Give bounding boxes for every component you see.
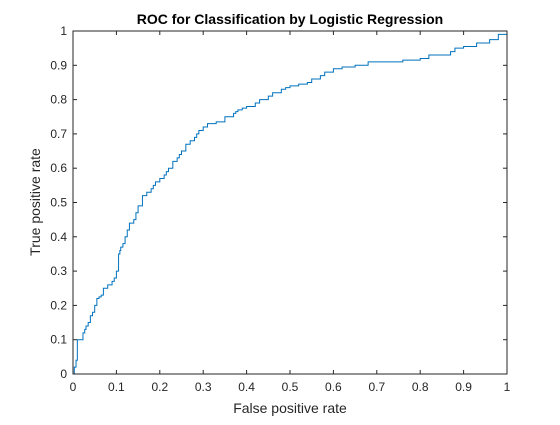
- plot-area: [73, 31, 507, 374]
- y-tick-label: 0.7: [50, 127, 67, 141]
- x-tick-label: 0.1: [108, 380, 125, 394]
- y-tick-label: 0.4: [50, 230, 67, 244]
- x-tick-label: 0.9: [455, 380, 472, 394]
- y-axis-label: True positive rate: [27, 148, 43, 256]
- y-tick-label: 0.8: [50, 93, 67, 107]
- x-tick-label: 0.2: [151, 380, 168, 394]
- x-tick-label: 1: [504, 380, 511, 394]
- axes-box: [72, 30, 508, 375]
- x-tick-label: 0: [70, 380, 77, 394]
- x-tick-label: 0.6: [325, 380, 342, 394]
- x-tick-label: 0.4: [238, 380, 255, 394]
- x-tick-label: 0.7: [368, 380, 385, 394]
- x-axis-label: False positive rate: [233, 400, 347, 416]
- y-tick-label: 0.9: [50, 58, 67, 72]
- roc-curve: [73, 31, 508, 375]
- x-tick-label: 0.3: [195, 380, 212, 394]
- y-tick-label: 0.3: [50, 264, 67, 278]
- chart-title: ROC for Classification by Logistic Regre…: [137, 11, 444, 27]
- y-tick-label: 1: [60, 24, 67, 38]
- y-tick-label: 0.6: [50, 161, 67, 175]
- x-tick-label: 0.5: [282, 380, 299, 394]
- y-tick-label: 0.1: [50, 333, 67, 347]
- y-tick-label: 0: [60, 367, 67, 381]
- y-tick-label: 0.2: [50, 298, 67, 312]
- x-tick-label: 0.8: [412, 380, 429, 394]
- y-tick-label: 0.5: [50, 196, 67, 210]
